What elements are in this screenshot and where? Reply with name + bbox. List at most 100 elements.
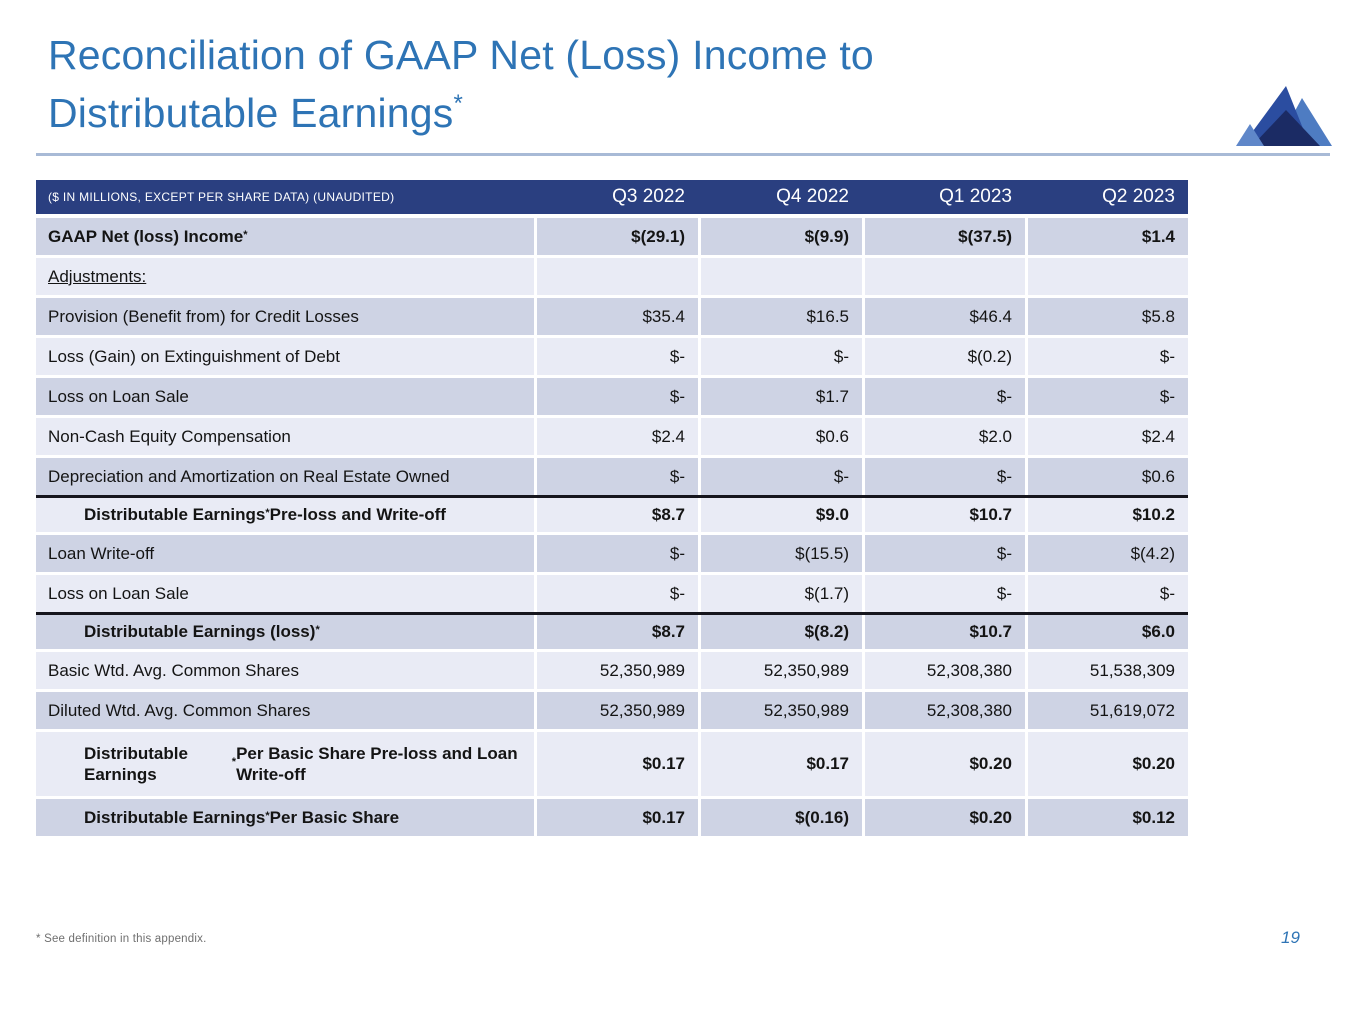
- footnote: * See definition in this appendix.: [36, 933, 207, 945]
- row-label: Non-Cash Equity Compensation: [36, 418, 534, 455]
- row-value: $10.2: [1028, 498, 1188, 532]
- row-label: Adjustments:: [36, 258, 534, 295]
- row-label: Diluted Wtd. Avg. Common Shares: [36, 692, 534, 729]
- row-label: GAAP Net (loss) Income *: [36, 218, 534, 255]
- row-value: $(29.1): [537, 218, 698, 255]
- row-value: [701, 258, 862, 295]
- table-header-label: ($ IN MILLIONS, EXCEPT PER SHARE DATA) (…: [48, 190, 395, 204]
- row-value: [1028, 258, 1188, 295]
- row-value: $0.20: [865, 732, 1025, 796]
- row-value: $(4.2): [1028, 535, 1188, 572]
- row-value: $-: [865, 458, 1025, 495]
- table-row: Loss on Loan Sale $- $1.7 $- $-: [36, 378, 1188, 415]
- table-body: GAAP Net (loss) Income * $(29.1) $(9.9) $(37…: [36, 218, 1188, 839]
- row-value: $-: [537, 575, 698, 612]
- row-value: $0.17: [537, 732, 698, 796]
- row-value: $46.4: [865, 298, 1025, 335]
- row-value: $8.7: [537, 498, 698, 532]
- row-value: $(37.5): [865, 218, 1025, 255]
- row-value: 51,619,072: [1028, 692, 1188, 729]
- row-value: [865, 258, 1025, 295]
- row-value: $10.7: [865, 615, 1025, 649]
- row-value: $-: [1028, 378, 1188, 415]
- row-value: $-: [537, 378, 698, 415]
- table-row: Distributable Earnings * Per Basic Share …: [36, 732, 1188, 796]
- table-row: Distributable Earnings * Pre-loss and Wri…: [36, 495, 1188, 532]
- page-title-line1: Reconciliation of GAAP Net (Loss) Income…: [48, 32, 874, 78]
- reconciliation-table: ($ IN MILLIONS, EXCEPT PER SHARE DATA) (…: [36, 180, 1188, 839]
- row-value: $2.0: [865, 418, 1025, 455]
- row-value: $1.4: [1028, 218, 1188, 255]
- table-row: Loss (Gain) on Extinguishment of Debt $- $…: [36, 338, 1188, 375]
- row-value: $-: [1028, 338, 1188, 375]
- row-value: $(0.16): [701, 799, 862, 836]
- row-label: Loss on Loan Sale: [36, 575, 534, 612]
- row-value: $6.0: [1028, 615, 1188, 649]
- row-label: Loss (Gain) on Extinguishment of Debt: [36, 338, 534, 375]
- row-value: $-: [537, 338, 698, 375]
- row-value: $2.4: [537, 418, 698, 455]
- row-value: [537, 258, 698, 295]
- table-row: Adjustments:: [36, 258, 1188, 295]
- row-value: $0.17: [537, 799, 698, 836]
- row-label: Distributable Earnings * Per Basic Share: [36, 799, 534, 836]
- row-value: $-: [537, 535, 698, 572]
- row-value: 52,350,989: [537, 692, 698, 729]
- row-value: 52,308,380: [865, 692, 1025, 729]
- table-header-row: ($ IN MILLIONS, EXCEPT PER SHARE DATA) (…: [36, 180, 1188, 214]
- column-header-q3-2022: Q3 2022: [612, 186, 685, 207]
- table-row: Basic Wtd. Avg. Common Shares 52,350,989 5…: [36, 652, 1188, 689]
- row-value: $(1.7): [701, 575, 862, 612]
- table-row: Distributable Earnings * Per Basic Share $…: [36, 799, 1188, 836]
- table-row: Non-Cash Equity Compensation $2.4 $0.6 $2.0…: [36, 418, 1188, 455]
- row-value: $-: [537, 458, 698, 495]
- row-value: $0.6: [701, 418, 862, 455]
- title-asterisk: *: [453, 89, 464, 117]
- row-label: Loss on Loan Sale: [36, 378, 534, 415]
- table-row: Loss on Loan Sale $- $(1.7) $- $-: [36, 575, 1188, 612]
- mountain-logo-icon: [1236, 86, 1332, 146]
- row-value: $0.20: [1028, 732, 1188, 796]
- row-value: $10.7: [865, 498, 1025, 532]
- table-row: Distributable Earnings (loss) * $8.7 $(8.2)…: [36, 612, 1188, 649]
- row-value: $2.4: [1028, 418, 1188, 455]
- row-value: 51,538,309: [1028, 652, 1188, 689]
- row-value: $8.7: [537, 615, 698, 649]
- title-divider: [36, 153, 1330, 156]
- row-value: 52,308,380: [865, 652, 1025, 689]
- row-label: Distributable Earnings * Per Basic Share …: [36, 732, 534, 796]
- row-value: 52,350,989: [701, 652, 862, 689]
- row-value: $1.7: [701, 378, 862, 415]
- row-value: $16.5: [701, 298, 862, 335]
- page-title: Reconciliation of GAAP Net (Loss) Income…: [48, 26, 874, 142]
- row-value: $-: [1028, 575, 1188, 612]
- row-value: $9.0: [701, 498, 862, 532]
- row-label: Provision (Benefit from) for Credit Loss…: [36, 298, 534, 335]
- row-value: $0.20: [865, 799, 1025, 836]
- row-label: Loan Write-off: [36, 535, 534, 572]
- page-title-line2: Distributable Earnings*: [48, 89, 464, 137]
- row-label: Distributable Earnings (loss) *: [36, 615, 534, 649]
- row-value: $-: [865, 575, 1025, 612]
- row-value: $(9.9): [701, 218, 862, 255]
- row-value: $-: [865, 378, 1025, 415]
- row-value: $(8.2): [701, 615, 862, 649]
- column-header-q2-2023: Q2 2023: [1102, 186, 1175, 207]
- row-value: 52,350,989: [537, 652, 698, 689]
- row-value: $(0.2): [865, 338, 1025, 375]
- page-number: 19: [1281, 928, 1300, 947]
- table-row: Provision (Benefit from) for Credit Loss…: [36, 298, 1188, 335]
- table-row: Loan Write-off $- $(15.5) $- $(4.2): [36, 535, 1188, 572]
- row-value: $0.6: [1028, 458, 1188, 495]
- row-label: Distributable Earnings * Pre-loss and Wri…: [36, 498, 534, 532]
- row-value: $35.4: [537, 298, 698, 335]
- row-value: $0.12: [1028, 799, 1188, 836]
- row-value: $-: [865, 535, 1025, 572]
- row-value: $0.17: [701, 732, 862, 796]
- column-header-q1-2023: Q1 2023: [939, 186, 1012, 207]
- row-value: $(15.5): [701, 535, 862, 572]
- row-value: $-: [701, 458, 862, 495]
- table-row: Depreciation and Amortization on Real Es…: [36, 458, 1188, 495]
- row-value: $5.8: [1028, 298, 1188, 335]
- table-row: GAAP Net (loss) Income * $(29.1) $(9.9) $(37…: [36, 218, 1188, 255]
